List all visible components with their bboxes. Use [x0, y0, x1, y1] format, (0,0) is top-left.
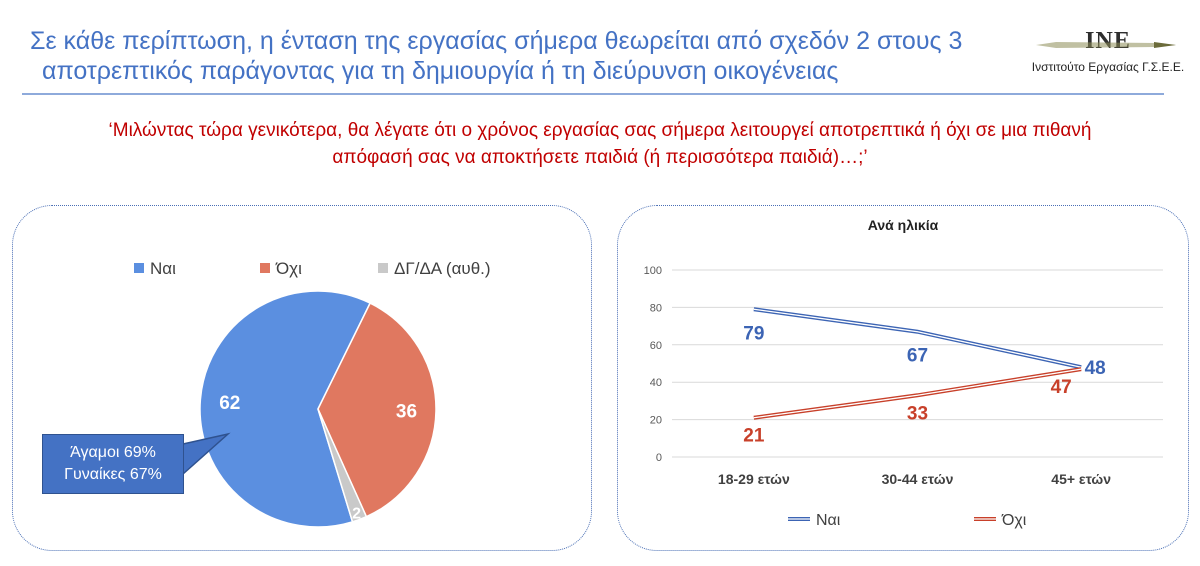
survey-question: ‘Μιλώντας τώρα γενικότερα, θα λέγατε ότι… [30, 117, 1170, 171]
y-tick-label-3: 60 [650, 340, 662, 352]
logo-mark: INE [1085, 28, 1131, 54]
y-tick-label-2: 40 [650, 377, 662, 389]
page-title: Σε κάθε περίπτωση, η ένταση της εργασίας… [30, 26, 990, 86]
callout-line-1: Άγαμοι 69% [70, 444, 156, 461]
data-label-s1-2: 47 [1051, 377, 1072, 398]
title-line-2: αποτρεπτικός παράγοντας για τη δημιουργί… [42, 57, 839, 85]
legend-label-2: ΔΓ/ΔΑ (αυθ.) [394, 259, 491, 278]
logo: INE Ινστιτούτο Εργασίας Γ.Σ.Ε.Ε. [1028, 28, 1188, 80]
data-label-s0-1: 67 [907, 346, 928, 367]
y-tick-label-1: 20 [650, 415, 662, 427]
legend-label-1: Όχι [275, 259, 302, 278]
pen-icon [1036, 42, 1176, 48]
pie-slice-2 [317, 408, 368, 523]
legend-label-0: Ναι [150, 259, 176, 278]
logo-subtitle: Ινστιτούτο Εργασίας Γ.Σ.Ε.Ε. [1031, 60, 1185, 74]
data-label-s1-0: 21 [743, 426, 765, 447]
line-chart-title: Ανά ηλικία [868, 217, 939, 233]
pie-data-label-2: 2 [352, 506, 361, 523]
legend-series-label-1: Όχι [1001, 512, 1027, 529]
header-divider [22, 93, 1164, 95]
y-tick-label-5: 100 [644, 265, 662, 277]
line-panel [617, 205, 1189, 551]
pie-data-label-0: 62 [219, 393, 240, 414]
x-tick-label-1: 30-44 ετών [882, 471, 954, 487]
legend-swatch-1 [260, 263, 270, 273]
legend-series-label-0: Ναι [816, 512, 841, 529]
pie-slice-1 [317, 302, 437, 518]
legend-swatch-0 [134, 263, 144, 273]
y-tick-label-4: 80 [650, 302, 662, 314]
pie-data-label-1: 36 [396, 402, 417, 423]
y-tick-label-0: 0 [656, 452, 662, 464]
data-label-s0-2: 48 [1085, 358, 1106, 379]
callout-box: Άγαμοι 69% Γυναίκες 67% [42, 434, 184, 494]
series-line-inner-0 [753, 308, 1082, 368]
pie-slice-0 [199, 290, 372, 528]
x-tick-label-2: 45+ ετών [1051, 471, 1111, 487]
x-tick-label-0: 18-29 ετών [718, 471, 790, 487]
data-label-s0-0: 79 [743, 323, 764, 344]
question-line-2: απόφασή σας να αποκτήσετε παιδιά (ή περι… [332, 147, 868, 168]
series-line-inner-1 [753, 368, 1082, 419]
legend-swatch-2 [378, 263, 388, 273]
title-line-1: Σε κάθε περίπτωση, η ένταση της εργασίας… [30, 27, 963, 55]
question-line-1: ‘Μιλώντας τώρα γενικότερα, θα λέγατε ότι… [108, 120, 1092, 141]
callout-line-2: Γυναίκες 67% [64, 466, 162, 483]
data-label-s1-1: 33 [907, 403, 928, 424]
